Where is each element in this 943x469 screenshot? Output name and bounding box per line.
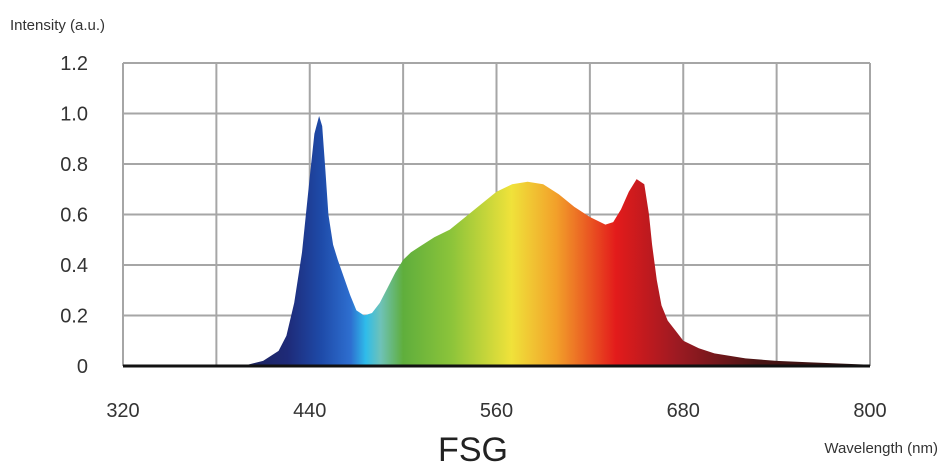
- y-tick-label: 0.2: [60, 306, 88, 328]
- spectrum-area-layer: [216, 116, 870, 366]
- x-tick-label: 320: [106, 400, 139, 422]
- y-tick-label: 1.0: [60, 104, 88, 126]
- y-tick-label: 1.2: [60, 53, 88, 75]
- x-tick-labels: 320 440 560 680 800: [106, 400, 886, 422]
- spectrum-area: [216, 116, 870, 366]
- x-tick-label: 440: [293, 400, 326, 422]
- x-axis-title: Wavelength (nm): [824, 440, 938, 457]
- x-tick-label: 560: [480, 400, 513, 422]
- x-tick-label: 800: [853, 400, 886, 422]
- chart-grid: [122, 62, 871, 367]
- chart-title: FSG: [438, 431, 508, 469]
- y-tick-label: 0.8: [60, 154, 88, 176]
- y-axis-title: Intensity (a.u.): [10, 17, 105, 34]
- y-tick-label: 0.4: [60, 255, 88, 277]
- y-tick-labels: 0 0.2 0.4 0.6 0.8 1.0 1.2: [60, 53, 88, 378]
- x-tick-label: 680: [667, 400, 700, 422]
- y-tick-label: 0: [77, 356, 88, 378]
- y-tick-label: 0.6: [60, 205, 88, 227]
